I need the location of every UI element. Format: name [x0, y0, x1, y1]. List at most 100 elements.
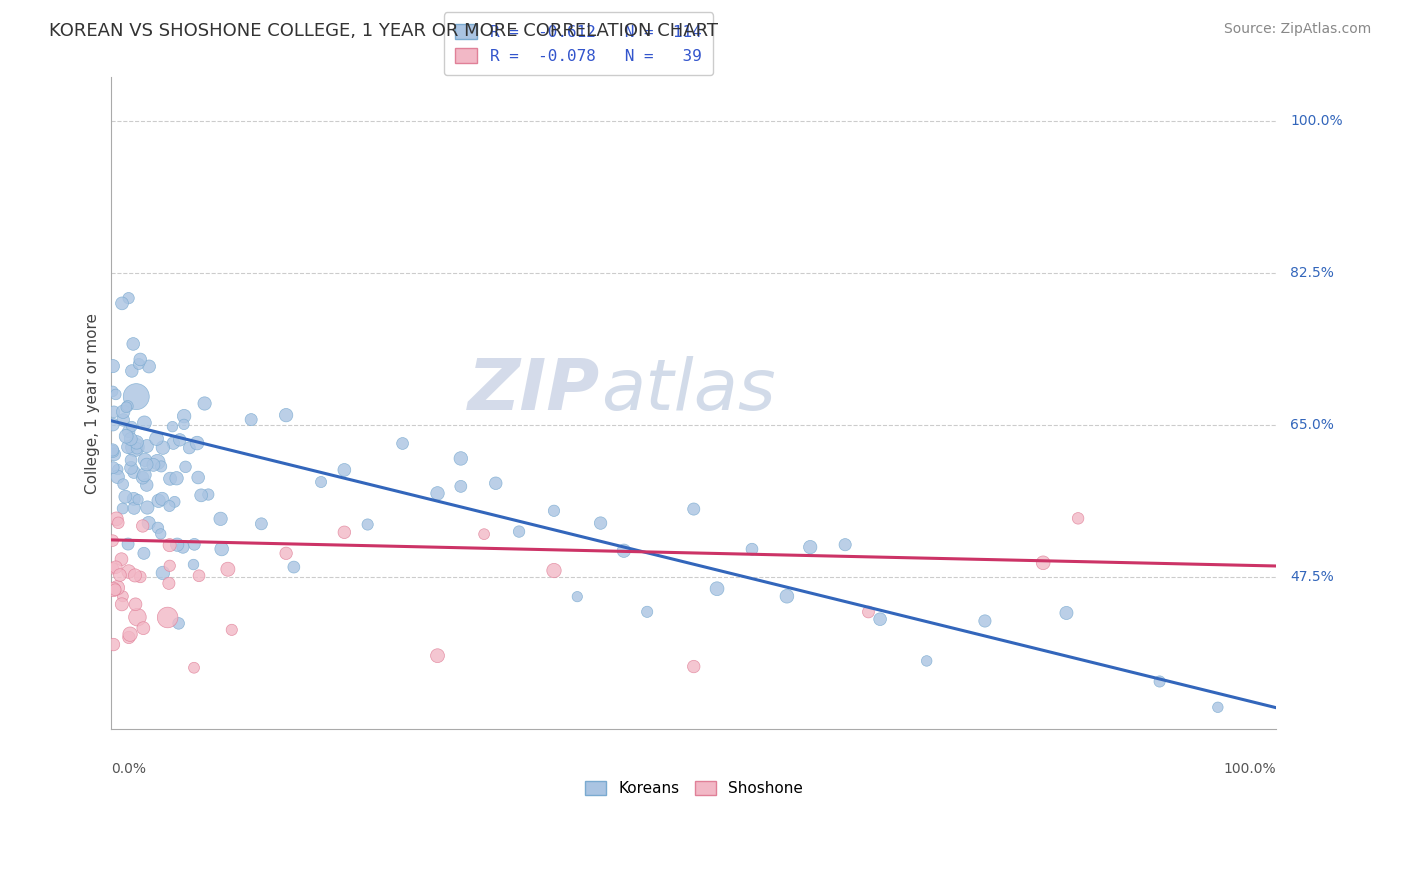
- Point: [103, 582, 125, 597]
- Point: [186, 436, 208, 450]
- Point: [117, 537, 139, 551]
- Point: [915, 654, 938, 668]
- Point: [132, 546, 155, 560]
- Text: 65.0%: 65.0%: [1291, 418, 1334, 432]
- Text: 100.0%: 100.0%: [1223, 762, 1277, 776]
- Point: [101, 417, 124, 432]
- Point: [111, 501, 134, 516]
- Point: [101, 384, 124, 399]
- Point: [188, 568, 211, 582]
- Point: [138, 516, 160, 530]
- Point: [741, 542, 763, 557]
- Point: [333, 463, 356, 477]
- Point: [217, 562, 239, 576]
- Legend: Koreans, Shoshone: Koreans, Shoshone: [576, 772, 811, 804]
- Point: [869, 612, 891, 626]
- Point: [682, 502, 704, 516]
- Point: [117, 291, 139, 305]
- Text: 100.0%: 100.0%: [1291, 114, 1343, 128]
- Point: [121, 419, 143, 434]
- Point: [135, 478, 157, 492]
- Point: [145, 432, 167, 446]
- Point: [134, 467, 156, 482]
- Point: [120, 460, 142, 475]
- Point: [426, 486, 449, 500]
- Point: [211, 541, 233, 556]
- Point: [103, 638, 125, 652]
- Point: [613, 543, 636, 558]
- Point: [283, 560, 305, 574]
- Text: atlas: atlas: [600, 356, 775, 425]
- Point: [142, 458, 165, 472]
- Point: [974, 614, 997, 628]
- Point: [134, 452, 156, 467]
- Point: [173, 409, 195, 424]
- Point: [103, 405, 125, 419]
- Point: [1032, 556, 1054, 570]
- Point: [122, 465, 145, 479]
- Point: [117, 440, 139, 454]
- Point: [125, 435, 148, 450]
- Point: [450, 451, 472, 466]
- Point: [682, 659, 704, 673]
- Point: [122, 491, 145, 506]
- Point: [128, 357, 150, 371]
- Point: [134, 416, 156, 430]
- Point: [101, 444, 124, 458]
- Point: [101, 359, 124, 373]
- Point: [333, 525, 356, 540]
- Point: [152, 441, 174, 455]
- Point: [135, 458, 157, 472]
- Point: [124, 440, 146, 454]
- Point: [173, 417, 195, 432]
- Point: [101, 533, 124, 548]
- Point: [101, 442, 124, 457]
- Point: [111, 589, 134, 603]
- Point: [190, 488, 212, 502]
- Point: [120, 453, 142, 467]
- Point: [274, 408, 297, 422]
- Point: [240, 412, 263, 426]
- Point: [104, 582, 127, 597]
- Point: [132, 621, 155, 635]
- Point: [183, 558, 205, 572]
- Point: [152, 566, 174, 580]
- Point: [274, 546, 297, 560]
- Point: [112, 477, 135, 491]
- Text: 82.5%: 82.5%: [1291, 266, 1334, 280]
- Point: [250, 516, 273, 531]
- Text: 47.5%: 47.5%: [1291, 570, 1334, 584]
- Point: [356, 517, 378, 532]
- Point: [125, 390, 148, 404]
- Point: [156, 610, 179, 624]
- Point: [112, 413, 135, 427]
- Text: ZIP: ZIP: [468, 356, 600, 425]
- Point: [118, 425, 141, 439]
- Point: [157, 576, 180, 591]
- Point: [472, 527, 495, 541]
- Point: [157, 499, 180, 513]
- Point: [485, 476, 508, 491]
- Point: [183, 661, 205, 675]
- Point: [167, 616, 190, 631]
- Point: [127, 610, 149, 624]
- Point: [112, 405, 135, 419]
- Point: [122, 501, 145, 516]
- Text: 0.0%: 0.0%: [111, 762, 146, 776]
- Point: [169, 433, 191, 447]
- Point: [110, 552, 132, 566]
- Point: [636, 605, 658, 619]
- Point: [187, 470, 209, 484]
- Point: [166, 471, 188, 485]
- Point: [162, 436, 184, 450]
- Point: [1054, 606, 1077, 620]
- Point: [131, 471, 153, 485]
- Point: [858, 605, 880, 619]
- Point: [105, 581, 128, 595]
- Point: [115, 401, 138, 415]
- Point: [589, 516, 612, 530]
- Point: [124, 597, 146, 611]
- Point: [111, 597, 134, 611]
- Point: [120, 432, 142, 446]
- Point: [834, 538, 856, 552]
